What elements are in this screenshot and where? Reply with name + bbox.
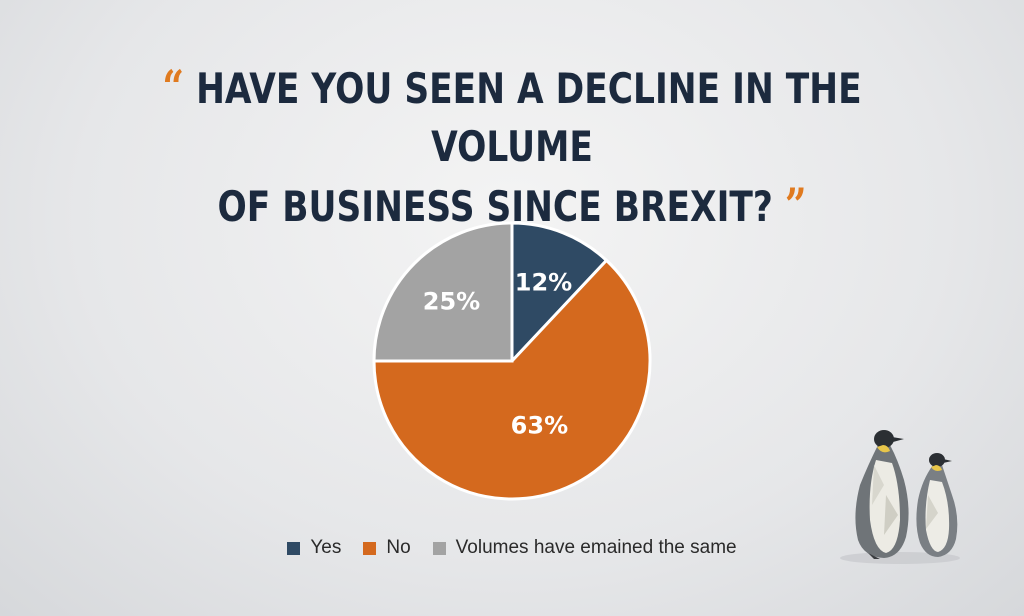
title-line-1: “ HAVE YOU SEEN A DECLINE IN THE VOLUME: [92, 58, 932, 176]
legend-swatch: [363, 541, 377, 555]
pie-label-yes: 12%: [515, 268, 572, 296]
legend-item: Volumes have emained the same: [432, 537, 737, 559]
legend-swatch: [287, 541, 301, 555]
legend-label: No: [386, 537, 411, 558]
legend-item: Yes: [287, 537, 341, 559]
pie-slice-no: [372, 258, 652, 501]
close-quote-icon: ”: [784, 178, 807, 232]
pie-chart: 12% 63% 25%: [372, 221, 652, 501]
legend-swatch: [432, 541, 446, 555]
pie-label-volumes-have-emained-the-same: 25%: [423, 287, 480, 315]
pie-label-no: 63%: [511, 411, 568, 439]
legend-item: No: [363, 537, 411, 559]
legend-label: Yes: [310, 537, 342, 558]
pie-slice-yes: [510, 221, 609, 365]
penguins-illustration-icon: [840, 430, 960, 564]
chart-title: “ HAVE YOU SEEN A DECLINE IN THE VOLUME …: [92, 58, 932, 236]
title-line-1-text: HAVE YOU SEEN A DECLINE IN THE VOLUME: [196, 64, 862, 171]
legend-label: Volumes have emained the same: [455, 537, 737, 558]
open-quote-icon: “: [162, 60, 185, 114]
chart-legend: Yes No Volumes have emained the same: [0, 537, 1024, 559]
pie-slice-volumes-have-emained-the-same: [372, 221, 514, 363]
